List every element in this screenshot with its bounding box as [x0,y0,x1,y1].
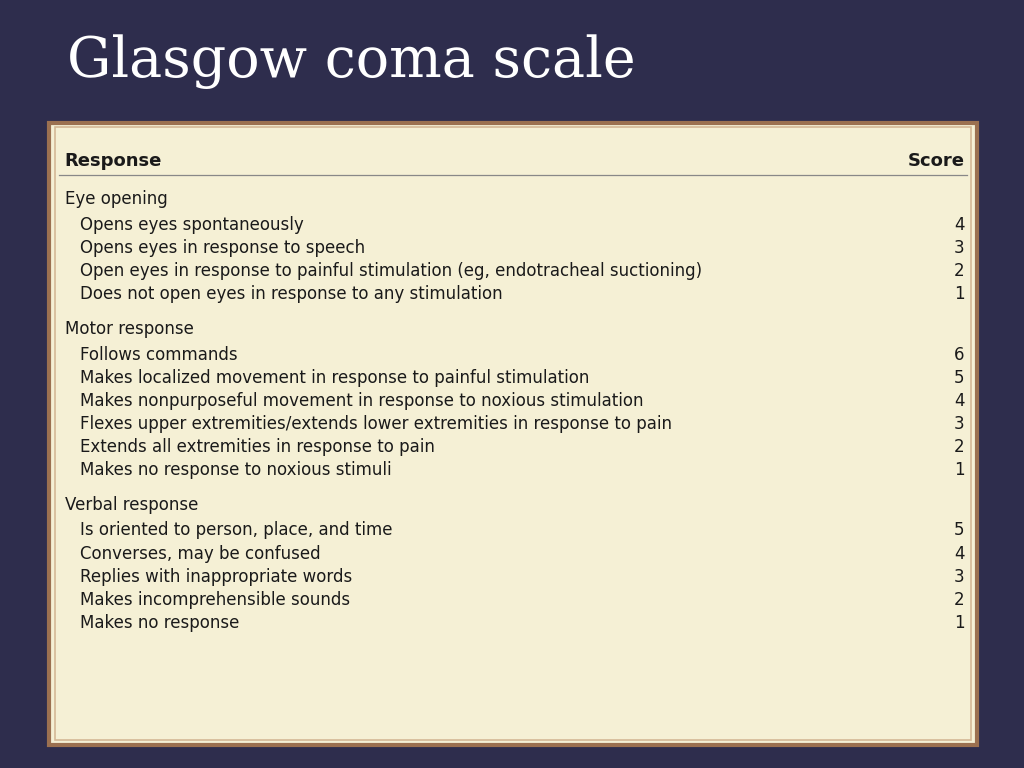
Text: Makes incomprehensible sounds: Makes incomprehensible sounds [80,591,350,608]
Text: Makes no response to noxious stimuli: Makes no response to noxious stimuli [80,461,391,478]
Text: Follows commands: Follows commands [80,346,238,363]
Text: 3: 3 [954,568,965,585]
Text: Eye opening: Eye opening [65,190,167,208]
Text: Makes nonpurposeful movement in response to noxious stimulation: Makes nonpurposeful movement in response… [80,392,643,409]
Text: 6: 6 [954,346,965,363]
Text: Extends all extremities in response to pain: Extends all extremities in response to p… [80,438,435,455]
Text: Verbal response: Verbal response [65,496,198,514]
Text: Makes no response: Makes no response [80,614,240,631]
Text: Open eyes in response to painful stimulation (eg, endotracheal suctioning): Open eyes in response to painful stimula… [80,262,702,280]
Text: Converses, may be confused: Converses, may be confused [80,545,321,562]
Text: 5: 5 [954,521,965,539]
Text: 3: 3 [954,415,965,432]
Text: Opens eyes in response to speech: Opens eyes in response to speech [80,239,365,257]
Text: Makes localized movement in response to painful stimulation: Makes localized movement in response to … [80,369,589,386]
Text: 4: 4 [954,545,965,562]
Text: 3: 3 [954,239,965,257]
Text: 2: 2 [954,438,965,455]
Text: 1: 1 [954,285,965,303]
Text: Is oriented to person, place, and time: Is oriented to person, place, and time [80,521,392,539]
Text: 1: 1 [954,614,965,631]
Text: 1: 1 [954,461,965,478]
Text: Opens eyes spontaneously: Opens eyes spontaneously [80,216,304,233]
Text: Flexes upper extremities/extends lower extremities in response to pain: Flexes upper extremities/extends lower e… [80,415,672,432]
Text: 5: 5 [954,369,965,386]
Text: 2: 2 [954,262,965,280]
Text: Response: Response [65,152,162,170]
Text: 4: 4 [954,392,965,409]
Text: 2: 2 [954,591,965,608]
Text: Glasgow coma scale: Glasgow coma scale [67,35,635,89]
Text: Score: Score [907,152,965,170]
Text: Does not open eyes in response to any stimulation: Does not open eyes in response to any st… [80,285,503,303]
Text: Motor response: Motor response [65,320,194,338]
Text: Replies with inappropriate words: Replies with inappropriate words [80,568,352,585]
Text: 4: 4 [954,216,965,233]
